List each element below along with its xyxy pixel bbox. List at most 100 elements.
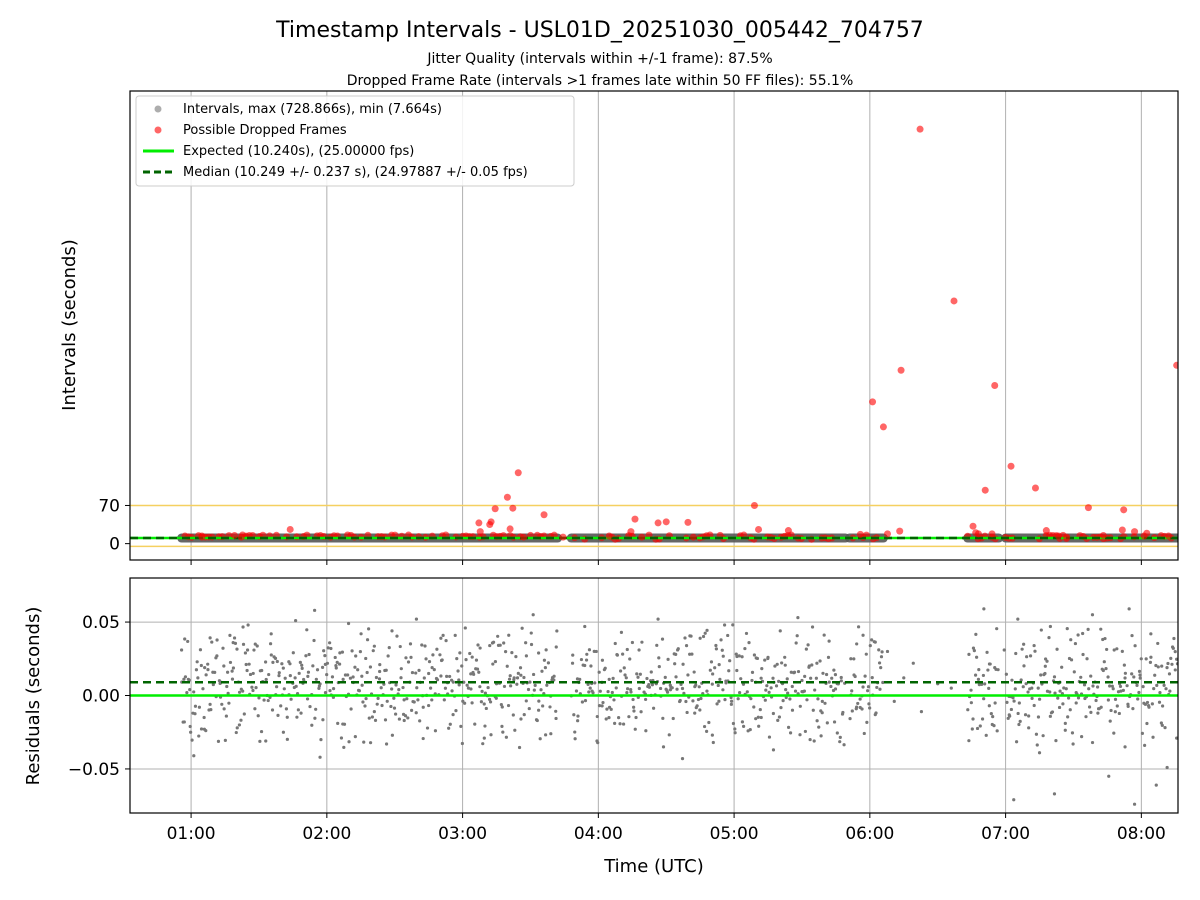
- residual-point: [346, 673, 350, 677]
- residual-point: [266, 698, 270, 703]
- dropped-frame-point: [1173, 361, 1178, 369]
- residual-point: [201, 687, 205, 691]
- residual-point: [774, 684, 779, 688]
- residual-point: [370, 715, 374, 719]
- residual-point: [365, 670, 369, 675]
- residual-point: [513, 728, 517, 732]
- residual-point: [368, 741, 373, 745]
- residual-point: [271, 660, 275, 664]
- dropped-frame-point: [988, 530, 996, 538]
- residual-point: [628, 657, 632, 661]
- residual-point: [991, 715, 995, 719]
- residual-point: [549, 732, 553, 736]
- residual-point: [755, 656, 760, 661]
- residual-point: [463, 701, 467, 705]
- residual-point: [589, 664, 593, 668]
- residual-point: [873, 712, 877, 717]
- residual-point: [730, 699, 734, 703]
- residual-point: [330, 675, 335, 679]
- residual-point: [1087, 687, 1091, 691]
- residual-point: [779, 706, 783, 710]
- residual-point: [1135, 683, 1139, 687]
- residual-point: [670, 686, 674, 690]
- residual-point: [809, 676, 813, 680]
- residual-point: [1156, 665, 1160, 669]
- residual-point: [967, 652, 971, 656]
- residual-point: [1089, 674, 1093, 678]
- residual-point: [579, 657, 584, 662]
- residual-point: [206, 668, 210, 672]
- residual-point: [853, 674, 857, 679]
- residual-point: [977, 668, 981, 672]
- residual-point: [399, 676, 403, 680]
- residual-point: [1157, 700, 1162, 704]
- residual-point: [300, 666, 304, 670]
- residual-point: [507, 677, 512, 681]
- residual-point: [971, 646, 976, 650]
- residual-point: [264, 739, 268, 743]
- residual-point: [474, 658, 479, 662]
- residual-point: [1145, 721, 1149, 726]
- residual-point: [206, 662, 210, 666]
- residual-point: [652, 706, 656, 710]
- residual-point: [354, 654, 358, 658]
- residual-point: [1064, 687, 1068, 691]
- residual-point: [313, 716, 317, 720]
- residual-point: [1102, 660, 1106, 664]
- dropped-frame-point: [487, 518, 495, 526]
- residual-point: [367, 716, 371, 720]
- residual-point: [767, 735, 772, 739]
- residual-point: [1069, 658, 1074, 662]
- residual-point: [1137, 690, 1141, 695]
- residual-point: [819, 734, 823, 738]
- residual-point: [197, 705, 202, 709]
- residual-point: [1004, 672, 1008, 676]
- residual-point: [422, 676, 426, 680]
- residual-point: [378, 663, 382, 667]
- residual-point: [384, 668, 388, 672]
- residual-point: [438, 653, 442, 657]
- residual-point: [482, 702, 486, 706]
- residual-point: [270, 708, 275, 712]
- residual-point: [1039, 628, 1043, 632]
- residual-point: [540, 669, 544, 673]
- residual-point: [430, 698, 434, 702]
- residual-point: [748, 728, 752, 732]
- residual-point: [587, 648, 592, 652]
- residual-point: [412, 700, 416, 704]
- residual-point: [756, 715, 760, 719]
- residual-point: [276, 713, 280, 717]
- residual-point: [1087, 705, 1092, 709]
- residual-point: [328, 641, 332, 645]
- residual-point: [340, 650, 345, 654]
- residual-point: [247, 662, 251, 666]
- residual-point: [501, 730, 505, 734]
- residual-point: [902, 676, 906, 680]
- residual-point: [395, 634, 399, 638]
- residual-point: [1002, 648, 1006, 652]
- intervals-panel: 0 70: [98, 90, 1179, 565]
- residual-point: [892, 699, 896, 703]
- residual-point: [713, 666, 717, 670]
- residual-point: [197, 734, 201, 738]
- residual-point: [1045, 659, 1049, 663]
- residual-point: [1170, 645, 1175, 649]
- residual-point: [792, 670, 797, 674]
- residual-point: [1056, 696, 1060, 700]
- residual-point: [1012, 699, 1016, 703]
- dropped-frame-point: [638, 533, 646, 541]
- residual-point: [234, 730, 238, 735]
- residual-point: [406, 660, 411, 664]
- residual-point: [322, 649, 326, 653]
- residual-point: [1013, 687, 1017, 691]
- residual-point: [384, 742, 389, 746]
- residual-point: [320, 665, 325, 669]
- residual-point: [983, 682, 987, 686]
- residual-point: [980, 717, 985, 721]
- residual-point: [524, 654, 528, 658]
- dropped-frame-point: [1164, 532, 1172, 540]
- residual-point: [304, 654, 308, 658]
- residual-point: [1054, 738, 1058, 743]
- residual-point: [239, 718, 243, 722]
- residual-point: [491, 662, 495, 666]
